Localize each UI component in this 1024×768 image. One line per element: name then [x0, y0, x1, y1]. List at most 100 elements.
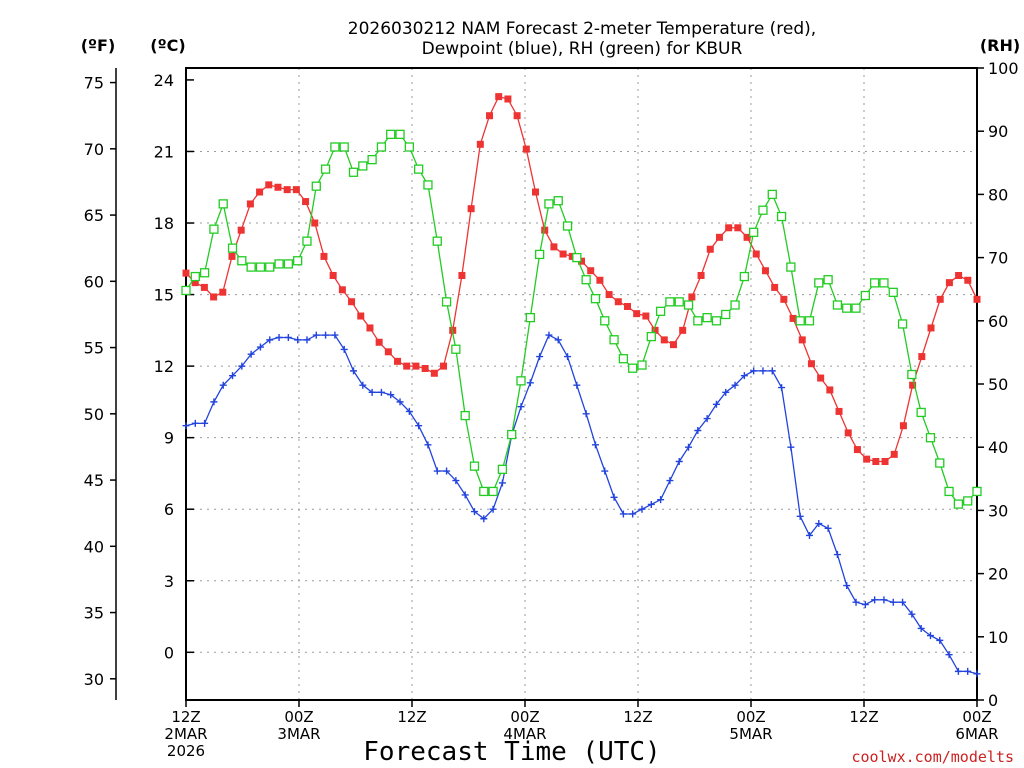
temperature-point	[522, 145, 530, 153]
rh-point	[460, 410, 470, 421]
dewpoint-point	[954, 667, 962, 675]
temperature-point	[191, 279, 199, 287]
fahrenheit-tick-label: 45	[84, 471, 104, 490]
rh-point	[358, 161, 368, 171]
rh-point	[869, 278, 880, 288]
rh-point	[776, 211, 787, 222]
dewpoint-point	[768, 367, 776, 375]
temperature-point	[826, 386, 834, 394]
temperature-point	[863, 455, 871, 463]
dewpoint-point	[619, 510, 627, 518]
rh-point	[832, 300, 843, 310]
rh-tick-label: 30	[988, 501, 1008, 520]
celsius-tick-label: 24	[154, 71, 174, 90]
dewpoint-point	[787, 443, 795, 451]
dewpoint-point	[191, 419, 199, 427]
rh-point	[721, 309, 731, 320]
rh-point	[711, 316, 722, 326]
temperature-point	[495, 93, 503, 101]
temperature-point	[899, 422, 907, 430]
rh-tick-label: 50	[988, 375, 1008, 394]
dewpoint-point	[247, 350, 255, 358]
temperature-point	[366, 324, 374, 332]
dewpoint-point	[657, 496, 665, 504]
rh-point	[758, 205, 768, 215]
dewpoint-point	[564, 353, 572, 361]
dewpoint-point	[880, 596, 888, 604]
rh-point	[823, 275, 833, 285]
rh-point	[441, 297, 452, 307]
dewpoint-point	[675, 458, 683, 466]
rh-tick-label: 10	[988, 628, 1008, 647]
rh-point	[786, 262, 796, 272]
temperature-point	[623, 302, 631, 310]
temperature-point	[403, 362, 411, 370]
rh-point	[227, 243, 238, 253]
temperature-point	[458, 271, 466, 279]
celsius-unit-label: (ºC)	[150, 36, 185, 55]
temperature-point	[936, 295, 944, 303]
temperature-point	[476, 140, 484, 148]
rh-point	[255, 262, 266, 272]
dewpoint-point	[182, 422, 190, 430]
temperature-point	[964, 276, 972, 284]
temperature-point	[338, 286, 346, 294]
rh-point	[386, 129, 396, 140]
dewpoint-point	[889, 598, 897, 606]
dewpoint-point	[815, 520, 823, 528]
dewpoint-point	[284, 333, 292, 341]
rh-point	[693, 316, 703, 326]
x-tick-label: 00Z	[284, 708, 313, 726]
rh-point	[674, 297, 684, 307]
x-tick-label: 4MAR	[503, 725, 546, 743]
x-tick-label: 2026	[167, 742, 205, 760]
temperature-point	[881, 458, 889, 466]
dewpoint-point	[517, 403, 525, 411]
temperature-point	[651, 326, 659, 334]
dewpoint-point	[852, 598, 860, 606]
temperature-point	[200, 283, 208, 291]
rh-point	[265, 262, 275, 272]
rh-point	[637, 360, 647, 370]
temperature-point	[292, 186, 300, 194]
temperature-point	[274, 183, 282, 191]
rh-point	[767, 189, 777, 200]
x-tick-label: 12Z	[171, 708, 200, 726]
x-tick-label: 3MAR	[277, 725, 320, 743]
temperature-point	[550, 243, 558, 251]
dewpoint-point	[359, 381, 367, 389]
temperature-point	[918, 353, 926, 361]
temperature-point	[219, 288, 227, 296]
rh-point	[804, 316, 815, 326]
temperature-point	[486, 112, 494, 120]
dewpoint-point	[712, 400, 720, 408]
rh-point	[916, 407, 926, 418]
temperature-point	[715, 233, 723, 241]
x-tick-label: 12Z	[623, 708, 652, 726]
dewpoint-point	[805, 531, 813, 539]
rh-point	[544, 199, 554, 209]
temperature-point	[375, 338, 383, 346]
temperature-point	[973, 295, 981, 303]
temperature-point	[421, 364, 429, 372]
dewpoint-point	[489, 505, 497, 513]
dewpoint-point	[833, 551, 841, 559]
dewpoint-point	[917, 624, 925, 632]
x-tick-label: 12Z	[397, 708, 426, 726]
rh-point	[311, 181, 321, 191]
rh-tick-label: 100	[988, 59, 1019, 78]
x-tick-label: 00Z	[962, 708, 991, 726]
temperature-point	[807, 360, 815, 368]
temperature-point	[430, 369, 438, 377]
dewpoint-point	[303, 336, 311, 344]
rh-point	[553, 196, 563, 206]
rh-point	[972, 486, 982, 497]
temperature-point	[955, 271, 963, 279]
dewpoint-point	[629, 510, 637, 518]
fahrenheit-tick-label: 30	[84, 670, 104, 689]
dewpoint-point	[201, 419, 209, 427]
dewpoint-point	[229, 372, 237, 380]
temperature-point	[734, 224, 742, 232]
x-tick-label: 00Z	[510, 708, 539, 726]
